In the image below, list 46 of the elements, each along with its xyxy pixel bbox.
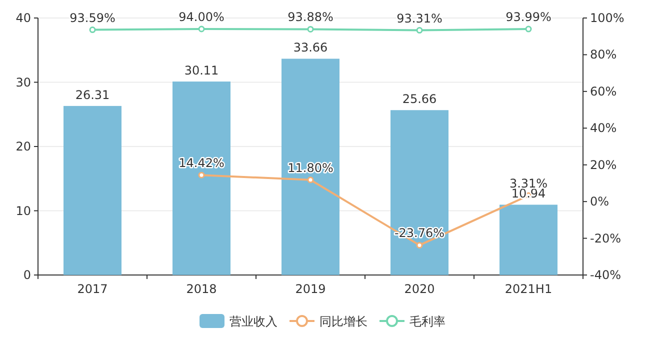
- point: [307, 176, 314, 184]
- bar: [64, 106, 122, 275]
- y2-tick-label: -40%: [590, 268, 622, 282]
- data-label: 93.99%: [506, 10, 552, 24]
- x-tick-label: 2018: [186, 282, 217, 296]
- y2-tick-label: 20%: [590, 158, 617, 172]
- y-tick-label: 10: [16, 204, 31, 218]
- y2-tick-label: 0%: [590, 194, 610, 209]
- data-label: 11.80%: [288, 160, 334, 175]
- y2-tick-label: 100%: [590, 11, 624, 25]
- x-tick-label: 2017: [77, 282, 108, 296]
- data-label: 30.11: [184, 64, 219, 78]
- point: [198, 26, 205, 32]
- y2-tick-label: -20%: [590, 231, 622, 246]
- x-tick-label: 2020: [404, 282, 435, 296]
- y2-tick-label: 40%: [590, 121, 617, 136]
- data-label: 93.59%: [70, 10, 116, 25]
- legend-label: 营业收入: [230, 314, 278, 328]
- data-label: 26.31: [75, 88, 110, 102]
- point: [525, 26, 532, 32]
- data-label: 25.66: [402, 92, 437, 106]
- data-label: 10.94: [511, 186, 546, 201]
- bar: [282, 58, 340, 275]
- data-label: 14.42%: [178, 156, 224, 170]
- legend-label: 同比增长: [320, 314, 368, 328]
- y-tick-label: 0: [23, 268, 31, 282]
- legend-label: 毛利率: [410, 314, 446, 328]
- y2-tick-label: 60%: [590, 84, 617, 98]
- y-tick-label: 20: [16, 140, 31, 154]
- point: [416, 242, 423, 248]
- y2-tick-label: 80%: [590, 48, 617, 62]
- data-label: 93.31%: [396, 11, 442, 26]
- x-tick-label: 2021H1: [504, 282, 552, 296]
- y-tick-label: 40: [16, 11, 31, 25]
- data-label: 94.00%: [178, 10, 224, 24]
- point: [89, 26, 96, 34]
- y-tick-label: 30: [16, 75, 31, 90]
- data-label: 33.66: [293, 40, 328, 55]
- bar: [172, 82, 230, 275]
- point: [416, 27, 423, 34]
- data-label: 93.88%: [288, 10, 334, 24]
- bar: [390, 110, 448, 275]
- bar: [500, 204, 558, 275]
- x-tick-label: 2019: [295, 282, 326, 296]
- point: [307, 26, 314, 32]
- point: [198, 172, 205, 178]
